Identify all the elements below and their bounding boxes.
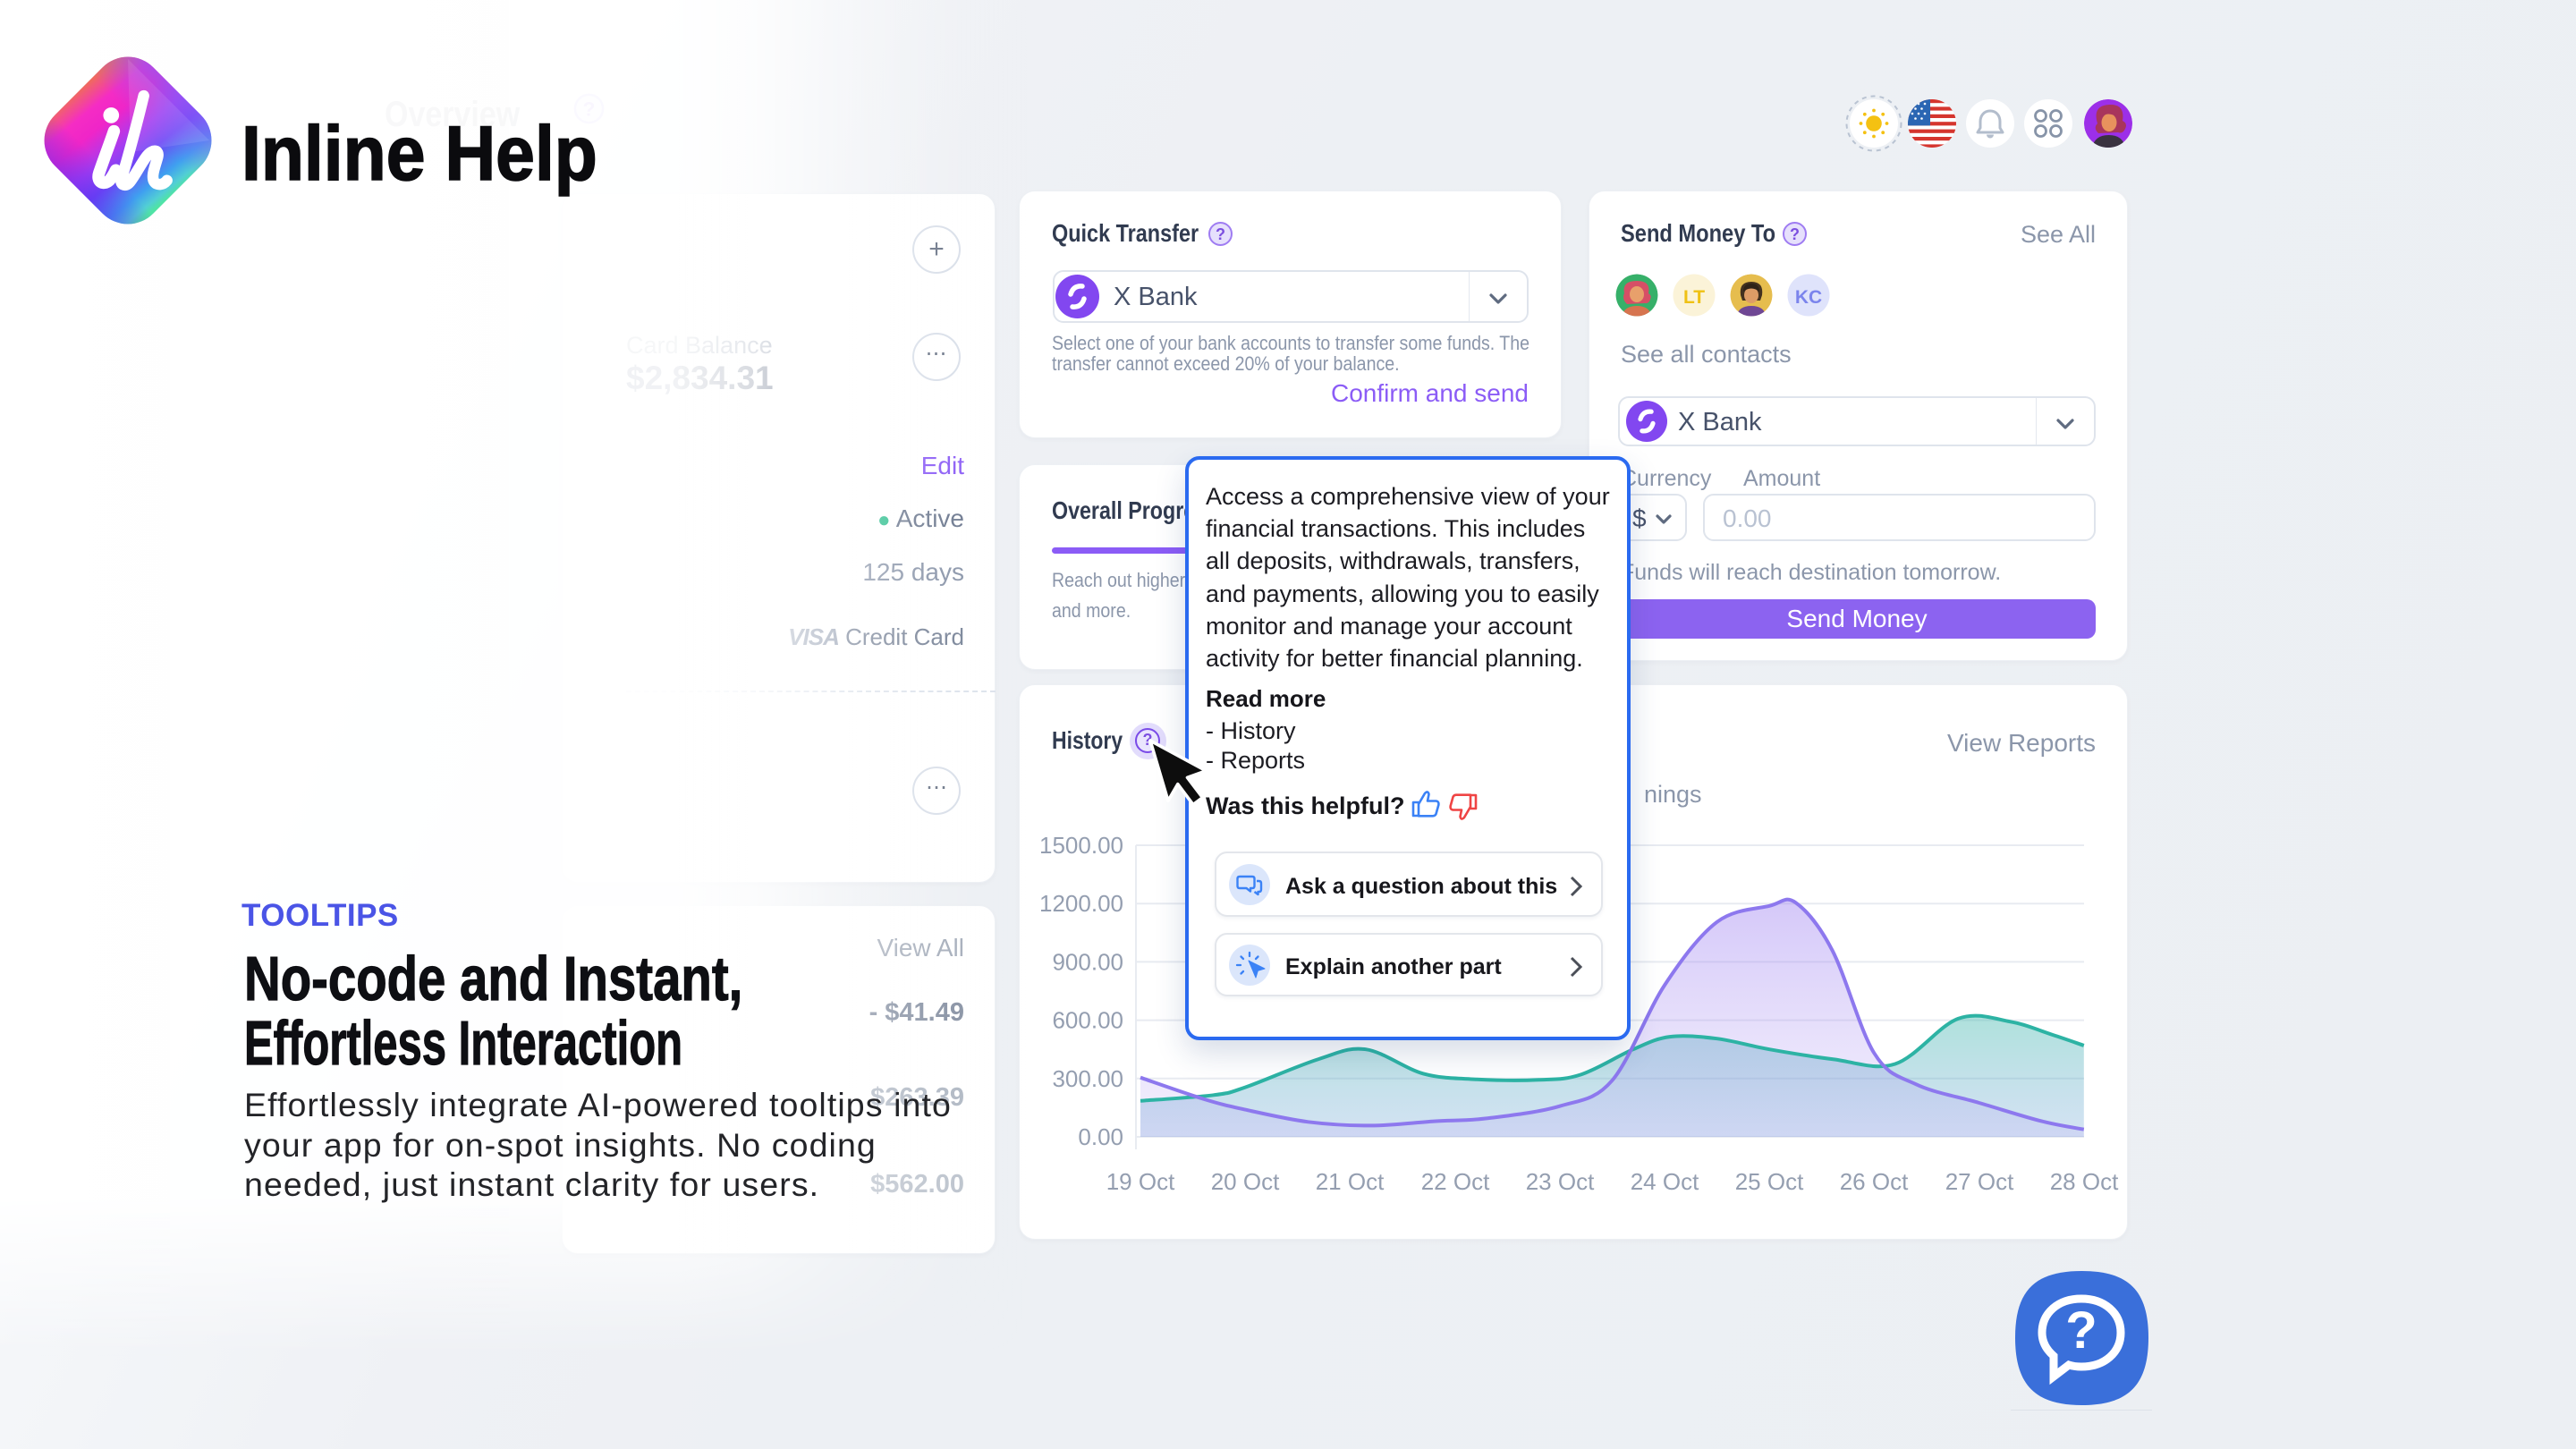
svg-text:19 Oct: 19 Oct	[1106, 1168, 1175, 1195]
svg-text:1200.00: 1200.00	[1039, 890, 1123, 917]
svg-text:24 Oct: 24 Oct	[1631, 1168, 1699, 1195]
svg-text:22 Oct: 22 Oct	[1421, 1168, 1490, 1195]
svg-text:?: ?	[2065, 1301, 2097, 1360]
svg-text:600.00: 600.00	[1052, 1007, 1123, 1034]
svg-text:LT: LT	[1683, 287, 1705, 308]
svg-text:26 Oct: 26 Oct	[1840, 1168, 1909, 1195]
svg-text:0.00: 0.00	[1078, 1123, 1123, 1150]
svg-text:20 Oct: 20 Oct	[1211, 1168, 1280, 1195]
svg-text:300.00: 300.00	[1052, 1065, 1123, 1092]
svg-text:KC: KC	[1795, 287, 1822, 308]
svg-text:900.00: 900.00	[1052, 948, 1123, 975]
svg-text:25 Oct: 25 Oct	[1735, 1168, 1804, 1195]
svg-text:21 Oct: 21 Oct	[1316, 1168, 1385, 1195]
svg-text:23 Oct: 23 Oct	[1526, 1168, 1595, 1195]
svg-text:1500.00: 1500.00	[1039, 832, 1123, 859]
svg-text:27 Oct: 27 Oct	[1945, 1168, 2014, 1195]
svg-text:28 Oct: 28 Oct	[2050, 1168, 2119, 1195]
